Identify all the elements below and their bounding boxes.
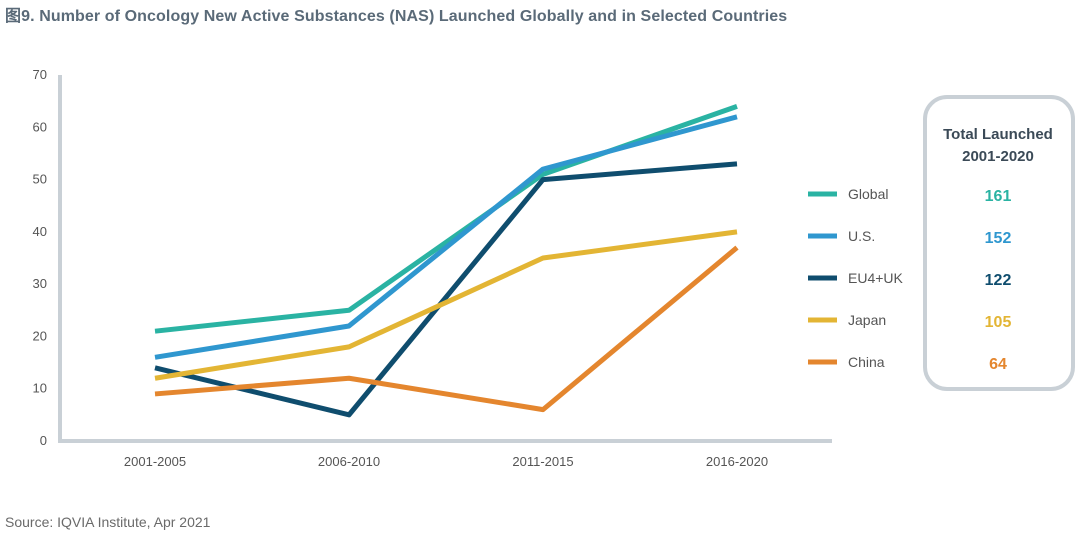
total-value: 161 (985, 188, 1012, 205)
totals-header-line2: 2001-2020 (962, 148, 1034, 165)
y-tick-label: 40 (33, 224, 47, 239)
axes: 0 10 20 30 40 50 60 70 2001-2005 2006-2010 2011-20… (33, 67, 832, 469)
y-tick-label: 70 (33, 67, 47, 82)
total-value: 152 (985, 230, 1012, 247)
x-tick-label: 2016-2020 (706, 454, 768, 469)
total-value: 64 (989, 356, 1007, 373)
series-line-global (154, 104, 738, 334)
legend-label: Japan (848, 312, 886, 328)
total-value: 105 (985, 314, 1012, 331)
chart-title: 图9. Number of Oncology New Active Substa… (5, 8, 788, 25)
y-tick-label: 0 (40, 433, 47, 448)
totals-header-line1: Total Launched (943, 126, 1053, 143)
totals-frame (923, 95, 1075, 391)
legend-label: U.S. (848, 228, 875, 244)
y-tick-label: 10 (33, 381, 47, 396)
legend-label: EU4+UK (848, 270, 904, 286)
y-tick-label: 60 (33, 119, 47, 134)
series-line-eu4-uk (154, 161, 738, 418)
y-tick-label: 30 (33, 276, 47, 291)
source-note: Source: IQVIA Institute, Apr 2021 (5, 514, 211, 530)
legend-label: China (848, 354, 885, 370)
legend: Global U.S. EU4+UK Japan China (808, 186, 904, 370)
y-tick-label: 20 (33, 328, 47, 343)
x-tick-label: 2011-2015 (512, 454, 573, 469)
series-line-u-s- (154, 114, 738, 360)
x-tick-label: 2001-2005 (124, 454, 186, 469)
series-lines (154, 104, 739, 418)
total-value: 122 (985, 272, 1012, 289)
totals-box: Total Launched 2001-2020 161 152 122 105 64 (923, 95, 1075, 391)
legend-label: Global (848, 186, 888, 202)
y-tick-label: 50 (33, 172, 47, 187)
x-tick-label: 2006-2010 (318, 454, 380, 469)
series-line-china (154, 245, 739, 413)
series-line-japan (154, 229, 738, 381)
